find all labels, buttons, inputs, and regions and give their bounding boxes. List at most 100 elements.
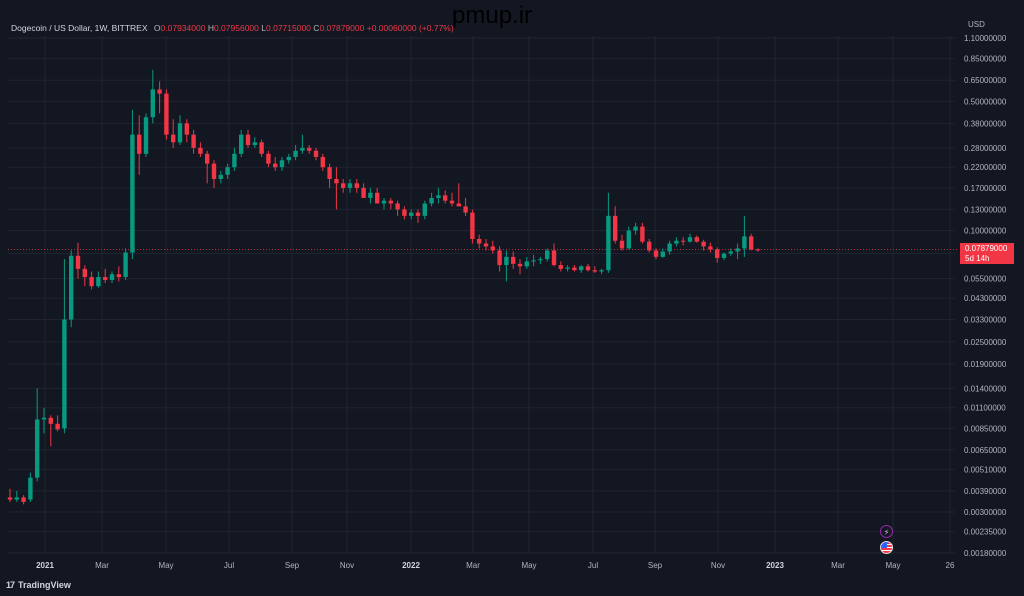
x-axis[interactable]: 2021 Mar May Jul Sep Nov 2022 Mar May Jul Sep Nov 20…: [36, 561, 955, 570]
candle: [171, 119, 176, 148]
candle: [307, 145, 312, 154]
symbol-legend[interactable]: Dogecoin / US Dollar, 1W, BITTREX O0.079…: [11, 23, 454, 33]
candle: [62, 259, 67, 434]
symbol-title[interactable]: Dogecoin / US Dollar, 1W, BITTREX: [11, 23, 148, 33]
candle: [279, 156, 285, 171]
candle-body: [674, 240, 679, 244]
candle: [742, 215, 747, 257]
candle: [69, 250, 74, 328]
candle: [436, 187, 441, 204]
candle-body: [41, 417, 47, 420]
candle: [674, 237, 679, 247]
candle: [239, 129, 244, 157]
candle-body: [21, 497, 26, 502]
candle: [708, 242, 713, 253]
candle: [184, 119, 189, 143]
y-tick-label: 0.01100000: [964, 404, 1006, 413]
candle-body: [171, 134, 176, 143]
candle-body: [409, 212, 414, 216]
candle-body: [613, 215, 618, 241]
candle: [694, 235, 699, 243]
candle: [157, 81, 162, 114]
candle-body: [640, 226, 645, 242]
candle: [259, 139, 264, 157]
candle: [558, 261, 563, 272]
candle-body: [35, 419, 40, 478]
candle: [681, 237, 686, 246]
candle: [633, 222, 638, 235]
candle-body: [647, 241, 652, 251]
candle-body: [728, 251, 733, 254]
candle-body: [368, 192, 373, 198]
candle-body: [137, 134, 142, 154]
candle: [354, 178, 359, 193]
candle: [89, 271, 94, 290]
x-tick-label: Jul: [224, 561, 234, 570]
candle-body: [606, 215, 611, 271]
grid-layer: [8, 36, 955, 554]
candle: [75, 242, 81, 279]
candle: [687, 233, 693, 243]
candle: [82, 265, 87, 287]
candle: [701, 239, 706, 251]
candle: [653, 248, 659, 260]
candle: [551, 243, 557, 267]
candle: [483, 238, 489, 251]
candle: [443, 190, 448, 204]
candle-body: [749, 236, 754, 250]
candle-body: [565, 267, 570, 269]
candle-body: [205, 153, 210, 164]
candle-body: [463, 206, 468, 213]
candle-body: [157, 89, 162, 94]
candle: [245, 129, 251, 148]
candle: [103, 268, 108, 283]
candle: [626, 226, 631, 250]
candles-layer: [7, 69, 761, 505]
x-tick-label: 2023: [766, 561, 784, 570]
y-tick-label: 0.65000000: [964, 76, 1007, 85]
x-tick-label: Nov: [340, 561, 354, 570]
candle-body: [103, 277, 108, 280]
candle-body: [538, 259, 543, 261]
candle-body: [116, 274, 121, 278]
y-tick-label: 0.38000000: [964, 119, 1007, 128]
candle-body: [681, 240, 686, 242]
candle-body: [75, 255, 81, 269]
candle-body: [211, 163, 217, 179]
candle-body: [667, 243, 672, 252]
y-tick-label: 0.04300000: [964, 294, 1007, 303]
candle: [721, 252, 727, 261]
candle: [211, 160, 217, 188]
candle: [728, 248, 733, 256]
candle: [755, 248, 761, 252]
y-tick-label: 0.00650000: [964, 446, 1007, 455]
candle-body: [286, 156, 291, 161]
candle: [361, 183, 366, 198]
lightning-icon[interactable]: ⚡: [880, 525, 893, 538]
candle-body: [579, 266, 584, 271]
y-tick-label: 0.17000000: [964, 184, 1007, 193]
candle-body: [164, 93, 169, 135]
candle: [640, 222, 645, 244]
candle: [55, 415, 60, 432]
currency-label[interactable]: USD: [968, 20, 985, 29]
candle-body: [130, 134, 135, 253]
candle: [137, 115, 142, 175]
candle: [334, 167, 339, 210]
candle-body: [524, 261, 529, 267]
y-tick-label: 1.10000000: [964, 34, 1007, 43]
candle: [150, 69, 155, 124]
y-axis[interactable]: 1.10000000 0.85000000 0.65000000 0.50000000…: [964, 34, 1007, 558]
candle: [368, 187, 373, 204]
y-tick-label: 0.22000000: [964, 163, 1007, 172]
candle-body: [354, 183, 359, 188]
candle-body: [619, 240, 625, 249]
tradingview-logo[interactable]: 17 TradingView: [6, 580, 71, 590]
candle: [402, 206, 407, 220]
candle-body: [456, 203, 461, 207]
candle-body: [742, 236, 747, 249]
candle-body: [239, 134, 244, 154]
us-flag-icon[interactable]: [880, 541, 893, 554]
y-tick-label: 0.01900000: [964, 360, 1007, 369]
